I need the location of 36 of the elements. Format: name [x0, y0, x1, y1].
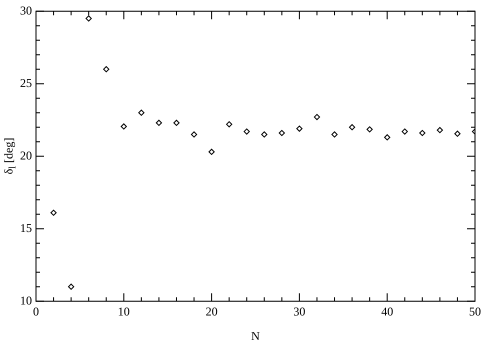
x-tick-label: 10 — [118, 304, 130, 319]
x-tick-label: 20 — [206, 304, 218, 319]
point — [226, 121, 232, 128]
point — [138, 110, 144, 116]
x-tick-label: 30 — [293, 304, 306, 319]
point — [68, 284, 74, 290]
point — [190, 131, 198, 138]
point — [314, 114, 320, 120]
point — [436, 127, 443, 134]
point — [208, 148, 215, 155]
point — [384, 134, 390, 140]
point — [402, 128, 408, 135]
point — [261, 131, 268, 138]
x-tick-label: 50 — [469, 304, 481, 319]
point — [366, 126, 373, 132]
y-tick-label: 25 — [20, 76, 32, 90]
point — [156, 120, 162, 126]
point — [120, 123, 127, 130]
x-axis-title: N — [251, 328, 260, 343]
x-tick-label: 40 — [381, 304, 394, 319]
y-tick-label: 20 — [20, 148, 32, 162]
y-tick-label: 10 — [20, 293, 32, 308]
point — [419, 130, 426, 136]
point — [103, 66, 110, 72]
point — [278, 130, 285, 136]
x-tick-label: 0 — [33, 304, 39, 319]
point — [173, 120, 180, 126]
y-tick-label: 30 — [20, 3, 32, 18]
y-tick-label: 15 — [20, 220, 32, 235]
point — [348, 124, 356, 130]
point — [50, 210, 57, 216]
point — [86, 15, 92, 22]
point — [331, 131, 338, 138]
point — [244, 128, 250, 135]
point — [296, 126, 302, 132]
point — [454, 130, 461, 137]
